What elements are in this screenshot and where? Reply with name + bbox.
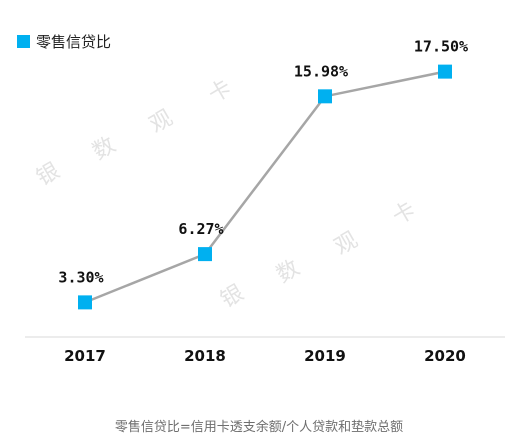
series-markers bbox=[78, 64, 452, 310]
data-label: 17.50% bbox=[414, 38, 468, 56]
footnote: 零售信贷比=信用卡透支余额/个人贷款和垫款总额 bbox=[115, 419, 403, 435]
x-tick-label: 2020 bbox=[424, 347, 466, 365]
watermark-char: 数 bbox=[89, 133, 121, 166]
x-tick-label: 2017 bbox=[64, 347, 106, 365]
x-axis-tick-labels: 2017 2018 2019 2020 bbox=[64, 347, 466, 365]
legend-label: 零售信贷比 bbox=[36, 33, 111, 51]
watermark-upper: 银 数 观 卡 bbox=[33, 76, 237, 192]
x-tick-label: 2019 bbox=[304, 347, 346, 365]
data-point-marker bbox=[198, 247, 212, 262]
data-labels: 3.30% 6.27% 15.98% 17.50% bbox=[58, 38, 468, 287]
watermark-char: 数 bbox=[273, 256, 305, 289]
series-line bbox=[84, 70, 446, 304]
watermark-char: 卡 bbox=[205, 76, 237, 109]
watermark-char: 观 bbox=[146, 106, 178, 139]
data-label: 6.27% bbox=[178, 220, 223, 238]
data-point-marker bbox=[318, 89, 332, 104]
data-point-marker bbox=[438, 64, 452, 79]
data-label: 3.30% bbox=[58, 268, 103, 286]
data-label: 15.98% bbox=[294, 62, 348, 80]
data-point-marker bbox=[78, 295, 92, 310]
x-tick-label: 2018 bbox=[184, 347, 226, 365]
watermark-char: 观 bbox=[331, 228, 363, 261]
watermark-char: 卡 bbox=[389, 198, 421, 231]
legend-swatch bbox=[17, 35, 30, 48]
watermark-char: 银 bbox=[217, 281, 249, 314]
watermark-lower: 银 数 观 卡 bbox=[217, 198, 421, 314]
legend: 零售信贷比 bbox=[17, 33, 111, 51]
watermark-char: 银 bbox=[33, 159, 65, 192]
